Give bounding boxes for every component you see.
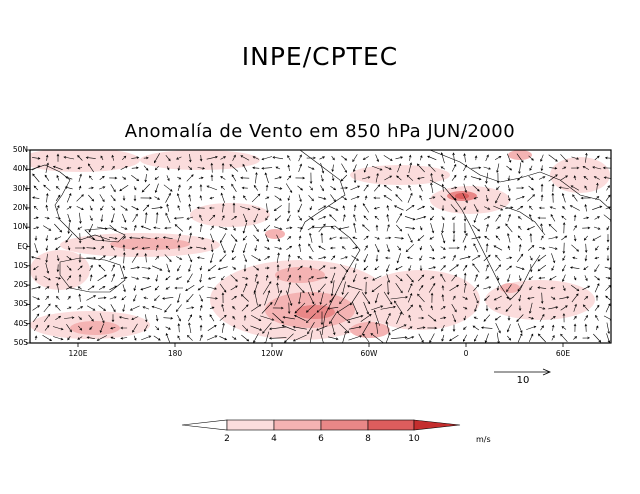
lat-label: 30S (0, 299, 28, 308)
colorbar-tick: 4 (264, 434, 284, 444)
colorbar-tick: 10 (404, 434, 424, 444)
lat-label: 20N (0, 203, 28, 212)
lon-label: 180 (155, 349, 195, 358)
lat-label: 50N (0, 145, 28, 154)
colorbar-tick: 2 (217, 434, 237, 444)
colorbar-tick: 8 (358, 434, 378, 444)
lon-label: 60W (349, 349, 389, 358)
lon-label: 120E (58, 349, 98, 358)
lon-label: 60E (543, 349, 583, 358)
lon-label: 120W (252, 349, 292, 358)
lat-label: 40N (0, 164, 28, 173)
colorbar-unit: m/s (476, 435, 491, 444)
lat-label: 20S (0, 280, 28, 289)
lat-label: EQ (0, 242, 28, 251)
lat-label: 10N (0, 222, 28, 231)
colorbar (182, 420, 460, 430)
lat-label: 40S (0, 319, 28, 328)
anomaly-shading (20, 148, 613, 346)
lon-label: 0 (446, 349, 486, 358)
lat-label: 10S (0, 261, 28, 270)
reference-vector-label: 10 (508, 375, 538, 386)
lat-label: 50S (0, 338, 28, 347)
lat-label: 30N (0, 184, 28, 193)
colorbar-tick: 6 (311, 434, 331, 444)
wind-anomaly-map (0, 0, 640, 494)
